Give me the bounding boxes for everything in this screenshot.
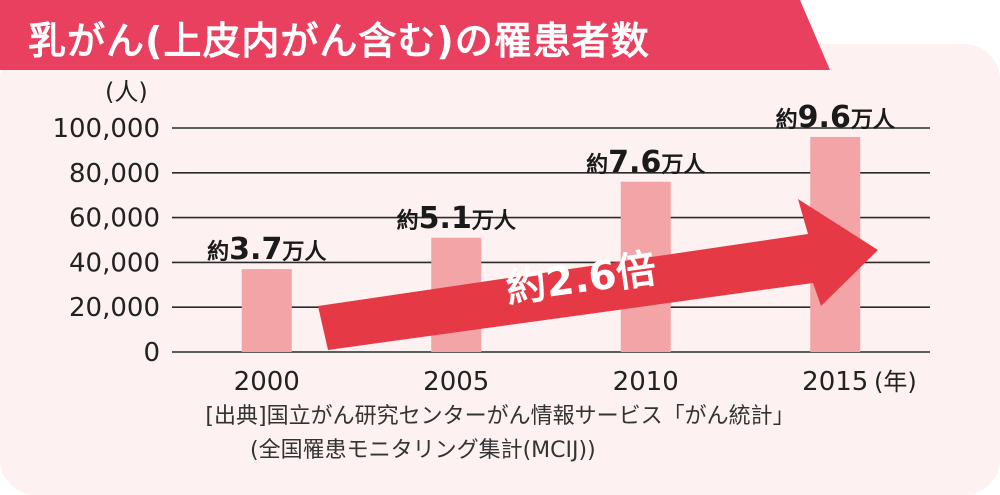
- y-axis-label: (人): [105, 78, 148, 106]
- y-tick-labels: 0 20,000 40,000 60,000 80,000 100,000: [52, 114, 160, 368]
- data-labels: 約3.7万人 約5.1万人 約7.6万人 約9.6万人: [207, 100, 895, 267]
- y-tick-label: 100,000: [52, 114, 160, 144]
- x-axis-unit: (年): [874, 368, 917, 396]
- data-label: 約7.6万人: [586, 145, 705, 180]
- x-tick-label: 2005: [423, 367, 489, 397]
- y-tick-label: 80,000: [69, 159, 160, 189]
- bar: [241, 269, 292, 352]
- x-tick-label: 2000: [234, 367, 300, 397]
- x-tick-labels: 2000 2005 2010 2015: [234, 367, 869, 397]
- source-line-2: (全国罹患モニタリング集計(MCIJ)): [250, 438, 596, 463]
- y-tick-label: 60,000: [69, 204, 160, 234]
- growth-arrow-shape: [318, 199, 878, 350]
- x-tick-label: 2010: [613, 367, 679, 397]
- source-line-1: [出典]国立がん研究センターがん情報サービス「がん統計」: [205, 404, 795, 429]
- y-tick-label: 40,000: [69, 248, 160, 278]
- data-label: 約5.1万人: [397, 201, 516, 236]
- y-tick-label: 0: [143, 338, 160, 368]
- chart-title: 乳がん(上皮内がん含む)の罹患者数: [28, 19, 650, 63]
- data-label: 約3.7万人: [207, 232, 326, 267]
- title-banner: [0, 0, 830, 70]
- data-label: 約9.6万人: [776, 100, 895, 135]
- x-tick-label: 2015: [802, 367, 868, 397]
- y-tick-label: 20,000: [69, 293, 160, 323]
